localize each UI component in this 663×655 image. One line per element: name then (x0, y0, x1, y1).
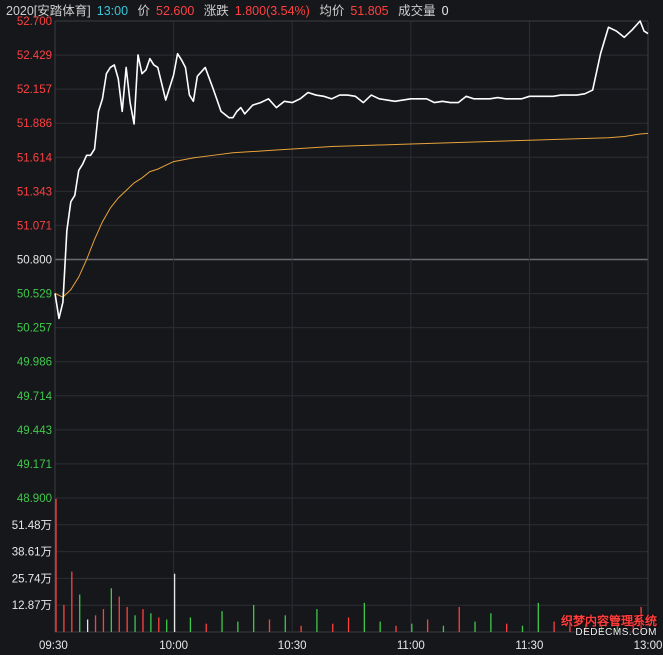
price-tick-label: 50.529 (17, 289, 52, 301)
price-tick-label: 52.157 (17, 84, 52, 96)
time-tick-label: 13:00 (634, 640, 663, 652)
price-tick-label: 50.257 (17, 323, 52, 335)
price-label: 价 (137, 4, 151, 18)
price-tick-label: 51.614 (17, 152, 53, 164)
price-tick-label: 52.700 (17, 16, 52, 28)
volume-tick-label: 12.87万 (12, 600, 52, 612)
price-line (54, 20, 649, 320)
price-tick-label: 51.343 (17, 186, 52, 198)
quote-header: 2020[安踏体育] 13:00 价 52.600 涨跌 1.800(3.54%) 均… (6, 2, 455, 20)
volume-tick-label: 25.74万 (12, 573, 52, 585)
avg-value: 51.805 (350, 4, 389, 18)
price-tick-label: 50.800 (17, 255, 52, 267)
price-tick-label: 49.986 (17, 357, 52, 369)
volume-value: 0 (441, 4, 449, 18)
price-tick-label: 49.171 (17, 459, 52, 471)
change-label: 涨跌 (203, 4, 229, 18)
price-tick-label: 48.900 (17, 493, 52, 505)
price-tick-label: 49.714 (17, 391, 53, 403)
stock-code[interactable]: 2020[安踏体育] (6, 4, 91, 18)
avg-label: 均价 (319, 4, 345, 18)
time-tick-label: 11:00 (397, 640, 425, 652)
time-tick-label: 10:00 (159, 640, 188, 652)
volume-tick-label: 38.61万 (12, 547, 52, 559)
price-tick-label: 51.071 (17, 220, 52, 232)
price-value: 52.600 (156, 4, 195, 18)
volume-tick-label: 51.48万 (12, 520, 52, 532)
time-tick-label: 09:30 (39, 640, 68, 652)
change-value: 1.800(3.54%) (234, 4, 310, 18)
watermark: 织梦内容管理系统 DEDECMS.COM (561, 615, 657, 639)
price-tick-label: 52.429 (17, 50, 52, 62)
time-tick-label: 11:30 (515, 640, 543, 652)
average-price-line (54, 132, 649, 298)
watermark-line1: 织梦内容管理系统 (560, 614, 657, 628)
time-tick-label: 10:30 (278, 640, 307, 652)
volume-label: 成交量 (398, 4, 436, 18)
quote-time: 13:00 (96, 4, 129, 18)
watermark-line2: DEDECMS.COM (575, 627, 657, 638)
price-tick-label: 51.886 (17, 118, 52, 130)
price-tick-label: 49.443 (17, 425, 52, 437)
